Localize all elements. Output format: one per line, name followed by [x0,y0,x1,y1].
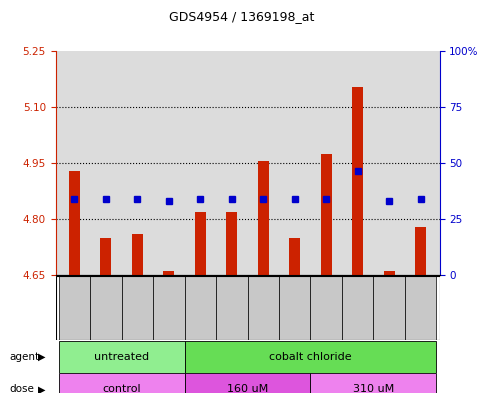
Bar [311,276,342,340]
Bar [163,271,174,275]
Bar [59,373,185,393]
Bar [405,276,436,340]
Bar [59,341,185,373]
Text: 160 uM: 160 uM [227,384,268,393]
Bar [279,276,311,340]
Text: GDS4954 / 1369198_at: GDS4954 / 1369198_at [169,10,314,23]
Text: ▶: ▶ [38,384,46,393]
Bar [185,341,436,373]
Text: cobalt chloride: cobalt chloride [269,352,352,362]
Bar [373,276,405,340]
Bar [122,276,153,340]
Bar [153,276,185,340]
Bar [216,276,248,340]
Text: 310 uM: 310 uM [353,384,394,393]
Bar [69,171,80,275]
Bar [248,276,279,340]
Bar [185,373,311,393]
Bar [195,211,206,275]
Bar [384,271,395,275]
Bar [258,161,269,275]
Bar [342,276,373,340]
Bar [90,276,122,340]
Text: dose: dose [10,384,35,393]
Text: agent: agent [10,352,40,362]
Text: control: control [102,384,141,393]
Bar [185,276,216,340]
Bar [289,238,300,275]
Bar [321,154,332,275]
Text: untreated: untreated [94,352,149,362]
Text: ▶: ▶ [38,352,46,362]
Bar [352,86,363,275]
Bar [311,373,436,393]
Bar [100,238,112,275]
Bar [132,234,143,275]
Bar [227,211,237,275]
Bar [415,226,426,275]
Bar [59,276,90,340]
